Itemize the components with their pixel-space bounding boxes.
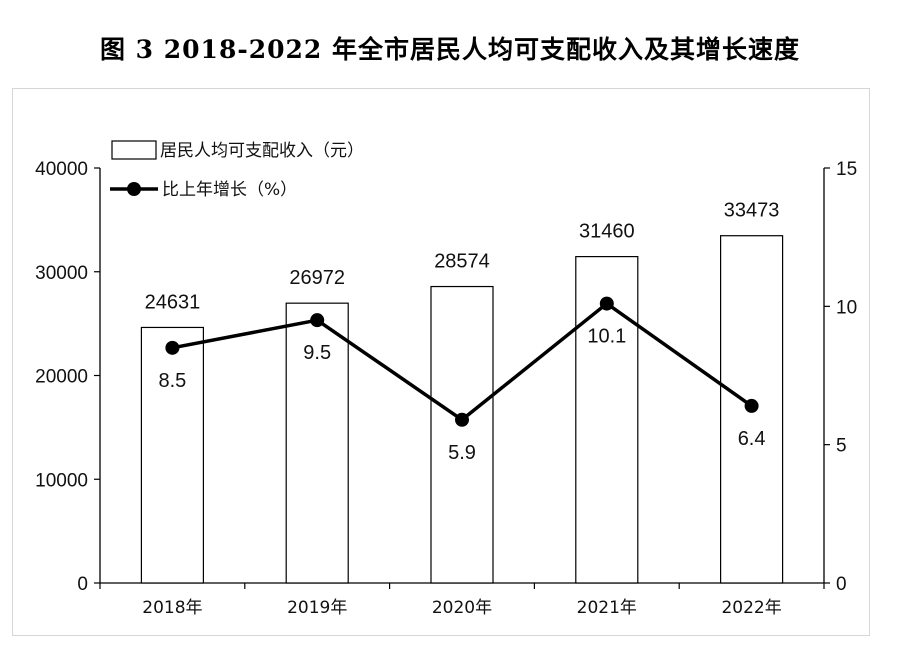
x-tick-label: 2018年: [142, 598, 202, 618]
line-series: [165, 296, 759, 427]
left-tick-label: 10000: [35, 470, 88, 491]
growth-label: 10.1: [587, 326, 626, 348]
x-tick-label: 2021年: [577, 598, 637, 618]
growth-point: [744, 398, 759, 413]
right-tick-label: 15: [836, 159, 857, 180]
income-bar-label: 26972: [289, 267, 345, 289]
income-bar: [285, 302, 349, 584]
right-tick-label: 5: [836, 436, 847, 457]
left-tick-label: 30000: [35, 263, 88, 284]
right-tick-label: 0: [836, 574, 847, 595]
income-bar-label: 31460: [579, 221, 635, 243]
growth-point: [310, 313, 325, 328]
left-tick-label: 40000: [35, 159, 88, 180]
income-bar-label: 28574: [434, 251, 490, 273]
growth-point: [455, 412, 469, 427]
income-bar: [575, 256, 639, 584]
legend-bar-swatch: [111, 140, 157, 160]
data-labels: 24631 26972 28574 31460 33473 8.5 9.5 5.9 10.1 6.…: [145, 200, 780, 464]
left-tick-label: 0: [77, 574, 88, 595]
x-tick-label: 2020年: [432, 598, 492, 618]
x-tick-label: 2019年: [287, 598, 347, 618]
growth-label: 6.4: [738, 428, 766, 450]
income-bar: [430, 285, 494, 584]
left-tick-label: 20000: [35, 367, 88, 388]
income-bar-label: 33473: [724, 200, 780, 222]
growth-point: [599, 296, 614, 311]
legend: 居民人均可支配收入（元） 比上年增长（%）: [110, 140, 364, 200]
legend-line-label: 比上年增长（%）: [162, 180, 297, 200]
legend-line-marker: [127, 182, 141, 196]
growth-label: 9.5: [303, 342, 331, 364]
x-tick-label: 2022年: [721, 598, 781, 618]
legend-bar-label: 居民人均可支配收入（元）: [160, 141, 364, 161]
right-tick-label: 10: [836, 297, 857, 318]
axes: 0 10000 20000 30000 40000 0 5 10 15 2018年 2019年 202…: [35, 159, 857, 618]
growth-label: 5.9: [448, 442, 476, 464]
growth-label: 8.5: [158, 370, 186, 392]
bar-series: [140, 235, 784, 584]
growth-point: [165, 340, 180, 355]
figure-title: 图 3 2018-2022 年全市居民人均可支配收入及其增长速度: [99, 35, 801, 64]
chart-frame: [12, 88, 870, 636]
income-bar-label: 24631: [145, 291, 201, 313]
income-bar: [140, 326, 204, 584]
